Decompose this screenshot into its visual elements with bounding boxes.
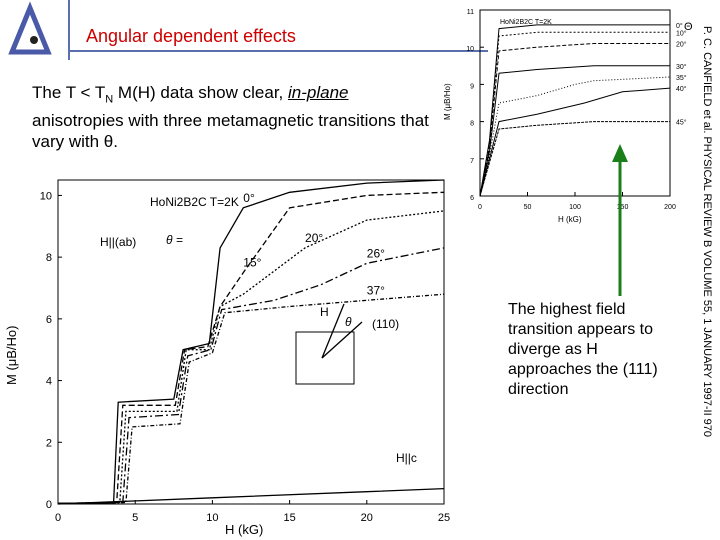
series-line — [57, 487, 445, 505]
journal-chart: 6 7 8 9 10 11 0 50 100 150 200 0°10° 20° 30° 35° 40° 4… — [443, 9, 693, 224]
y-tick-label: 7 — [470, 158, 474, 165]
x-tick-label: 150 — [617, 204, 629, 211]
series-line — [479, 31, 670, 197]
journal-legend-symbol: Θ — [684, 21, 693, 33]
journal-x-ticks: 0 50 100 150 200 — [478, 192, 676, 211]
series-line — [57, 293, 445, 505]
series-label: 30° — [676, 63, 687, 71]
y-tick-label: 2 — [46, 437, 52, 449]
slide-title: Angular dependent effects — [86, 26, 296, 46]
series-line — [479, 24, 670, 197]
title-horizontal-rule — [68, 50, 488, 52]
series-line — [57, 191, 445, 505]
series-line — [479, 65, 670, 197]
series-label: 20° — [676, 40, 687, 48]
y-tick-label: 0 — [46, 499, 52, 511]
x-tick-label: 50 — [524, 204, 532, 211]
y-tick-label: 11 — [467, 9, 474, 16]
series-line — [479, 43, 670, 197]
x-tick-label: 25 — [438, 512, 450, 524]
body-rest: anisotropies with three metamagnetic tra… — [32, 111, 429, 152]
series-line — [479, 121, 670, 197]
series-label: 0° — [676, 22, 683, 30]
series-label: 15° — [243, 256, 261, 270]
main-chart-title: HoNi2B2C T=2K — [150, 195, 239, 209]
title-vertical-rule — [68, 0, 70, 60]
y-tick-label: 6 — [470, 195, 474, 202]
inset-dir-label: (110) — [372, 317, 399, 331]
x-tick-label: 5 — [132, 512, 138, 524]
main-hc-label: H||c — [396, 451, 417, 465]
logo-dot — [30, 36, 38, 44]
journal-y-ticks: 6 7 8 9 10 11 — [466, 9, 484, 202]
x-tick-label: 0 — [55, 512, 61, 524]
series-line — [57, 210, 445, 505]
x-tick-label: 10 — [206, 512, 218, 524]
journal-reference: P. C. CANFIELD et al. PHYSICAL REVIEW B … — [701, 26, 713, 437]
journal-reference-text: P. C. CANFIELD et al. PHYSICAL REVIEW B … — [701, 26, 713, 437]
main-orientation-label: H||(ab) — [100, 235, 136, 249]
series-line — [479, 87, 671, 197]
inset-h-arrow — [321, 303, 345, 359]
main-chart: 0 2 4 6 8 10 0 5 10 15 20 25 HoNi2B2C T=2K H||(ab)… — [4, 179, 450, 537]
main-y-axis-label: M (μB/Ho) — [4, 326, 19, 386]
y-tick-label: 4 — [46, 376, 52, 388]
series-line — [57, 179, 445, 505]
body-mid: M(H) data show clear, — [113, 83, 288, 102]
x-tick-label: 100 — [569, 204, 581, 211]
logo-triangle — [8, 1, 52, 55]
series-label: 26° — [367, 246, 385, 260]
main-series-labels: 0° 15° 20° 26° 37° — [243, 191, 385, 298]
series-line — [479, 76, 671, 197]
body-emphasis: in-plane — [287, 83, 349, 102]
series-label: 35° — [676, 74, 687, 82]
inset-theta-label: θ — [345, 315, 352, 329]
series-label: 37° — [367, 283, 385, 297]
y-tick-label: 10 — [466, 46, 474, 53]
series-label: 20° — [305, 231, 323, 245]
journal-series-labels: 0°10° 20° 30° 35° 40° 45° — [676, 22, 687, 127]
callout-arrow-head — [612, 144, 628, 162]
journal-series-lines — [479, 24, 671, 197]
callout-arrow — [612, 144, 628, 296]
journal-x-axis-label: H (kG) — [558, 215, 582, 224]
journal-plot-frame — [479, 9, 671, 197]
body-intro: The T < T — [32, 83, 106, 102]
body-text: The T < TN M(H) data show clear, in-plan… — [32, 82, 432, 152]
series-label: 0° — [243, 191, 255, 205]
main-x-axis-label: H (kG) — [225, 522, 263, 537]
x-tick-label: 200 — [664, 204, 676, 211]
main-theta-eq-label: θ = — [166, 233, 183, 247]
x-tick-label: 0 — [478, 204, 482, 211]
inset-110-arrow — [321, 321, 363, 359]
inset-h-label: H — [320, 305, 329, 319]
journal-chart-title: HoNi2B2C T=2K — [500, 19, 552, 26]
y-tick-label: 10 — [40, 190, 52, 202]
series-label: 10° — [676, 29, 687, 37]
body-subscript: N — [105, 93, 114, 106]
callout-text: The highest field transition appears to … — [508, 301, 658, 398]
journal-y-axis-label: M (μB/Ho) — [443, 83, 452, 120]
inset-square — [295, 331, 355, 385]
logo — [8, 1, 52, 55]
y-tick-label: 8 — [46, 252, 52, 264]
y-tick-label: 9 — [470, 83, 474, 90]
y-tick-label: 6 — [46, 314, 52, 326]
x-tick-label: 15 — [283, 512, 295, 524]
main-y-ticks: 0 2 4 6 8 10 — [40, 190, 62, 511]
main-plot-frame — [57, 179, 445, 505]
series-label: 40° — [676, 85, 687, 93]
x-tick-label: 20 — [361, 512, 373, 524]
main-series-lines — [57, 179, 445, 505]
series-line — [57, 247, 445, 505]
y-tick-label: 8 — [470, 121, 474, 128]
series-label: 45° — [676, 119, 687, 127]
